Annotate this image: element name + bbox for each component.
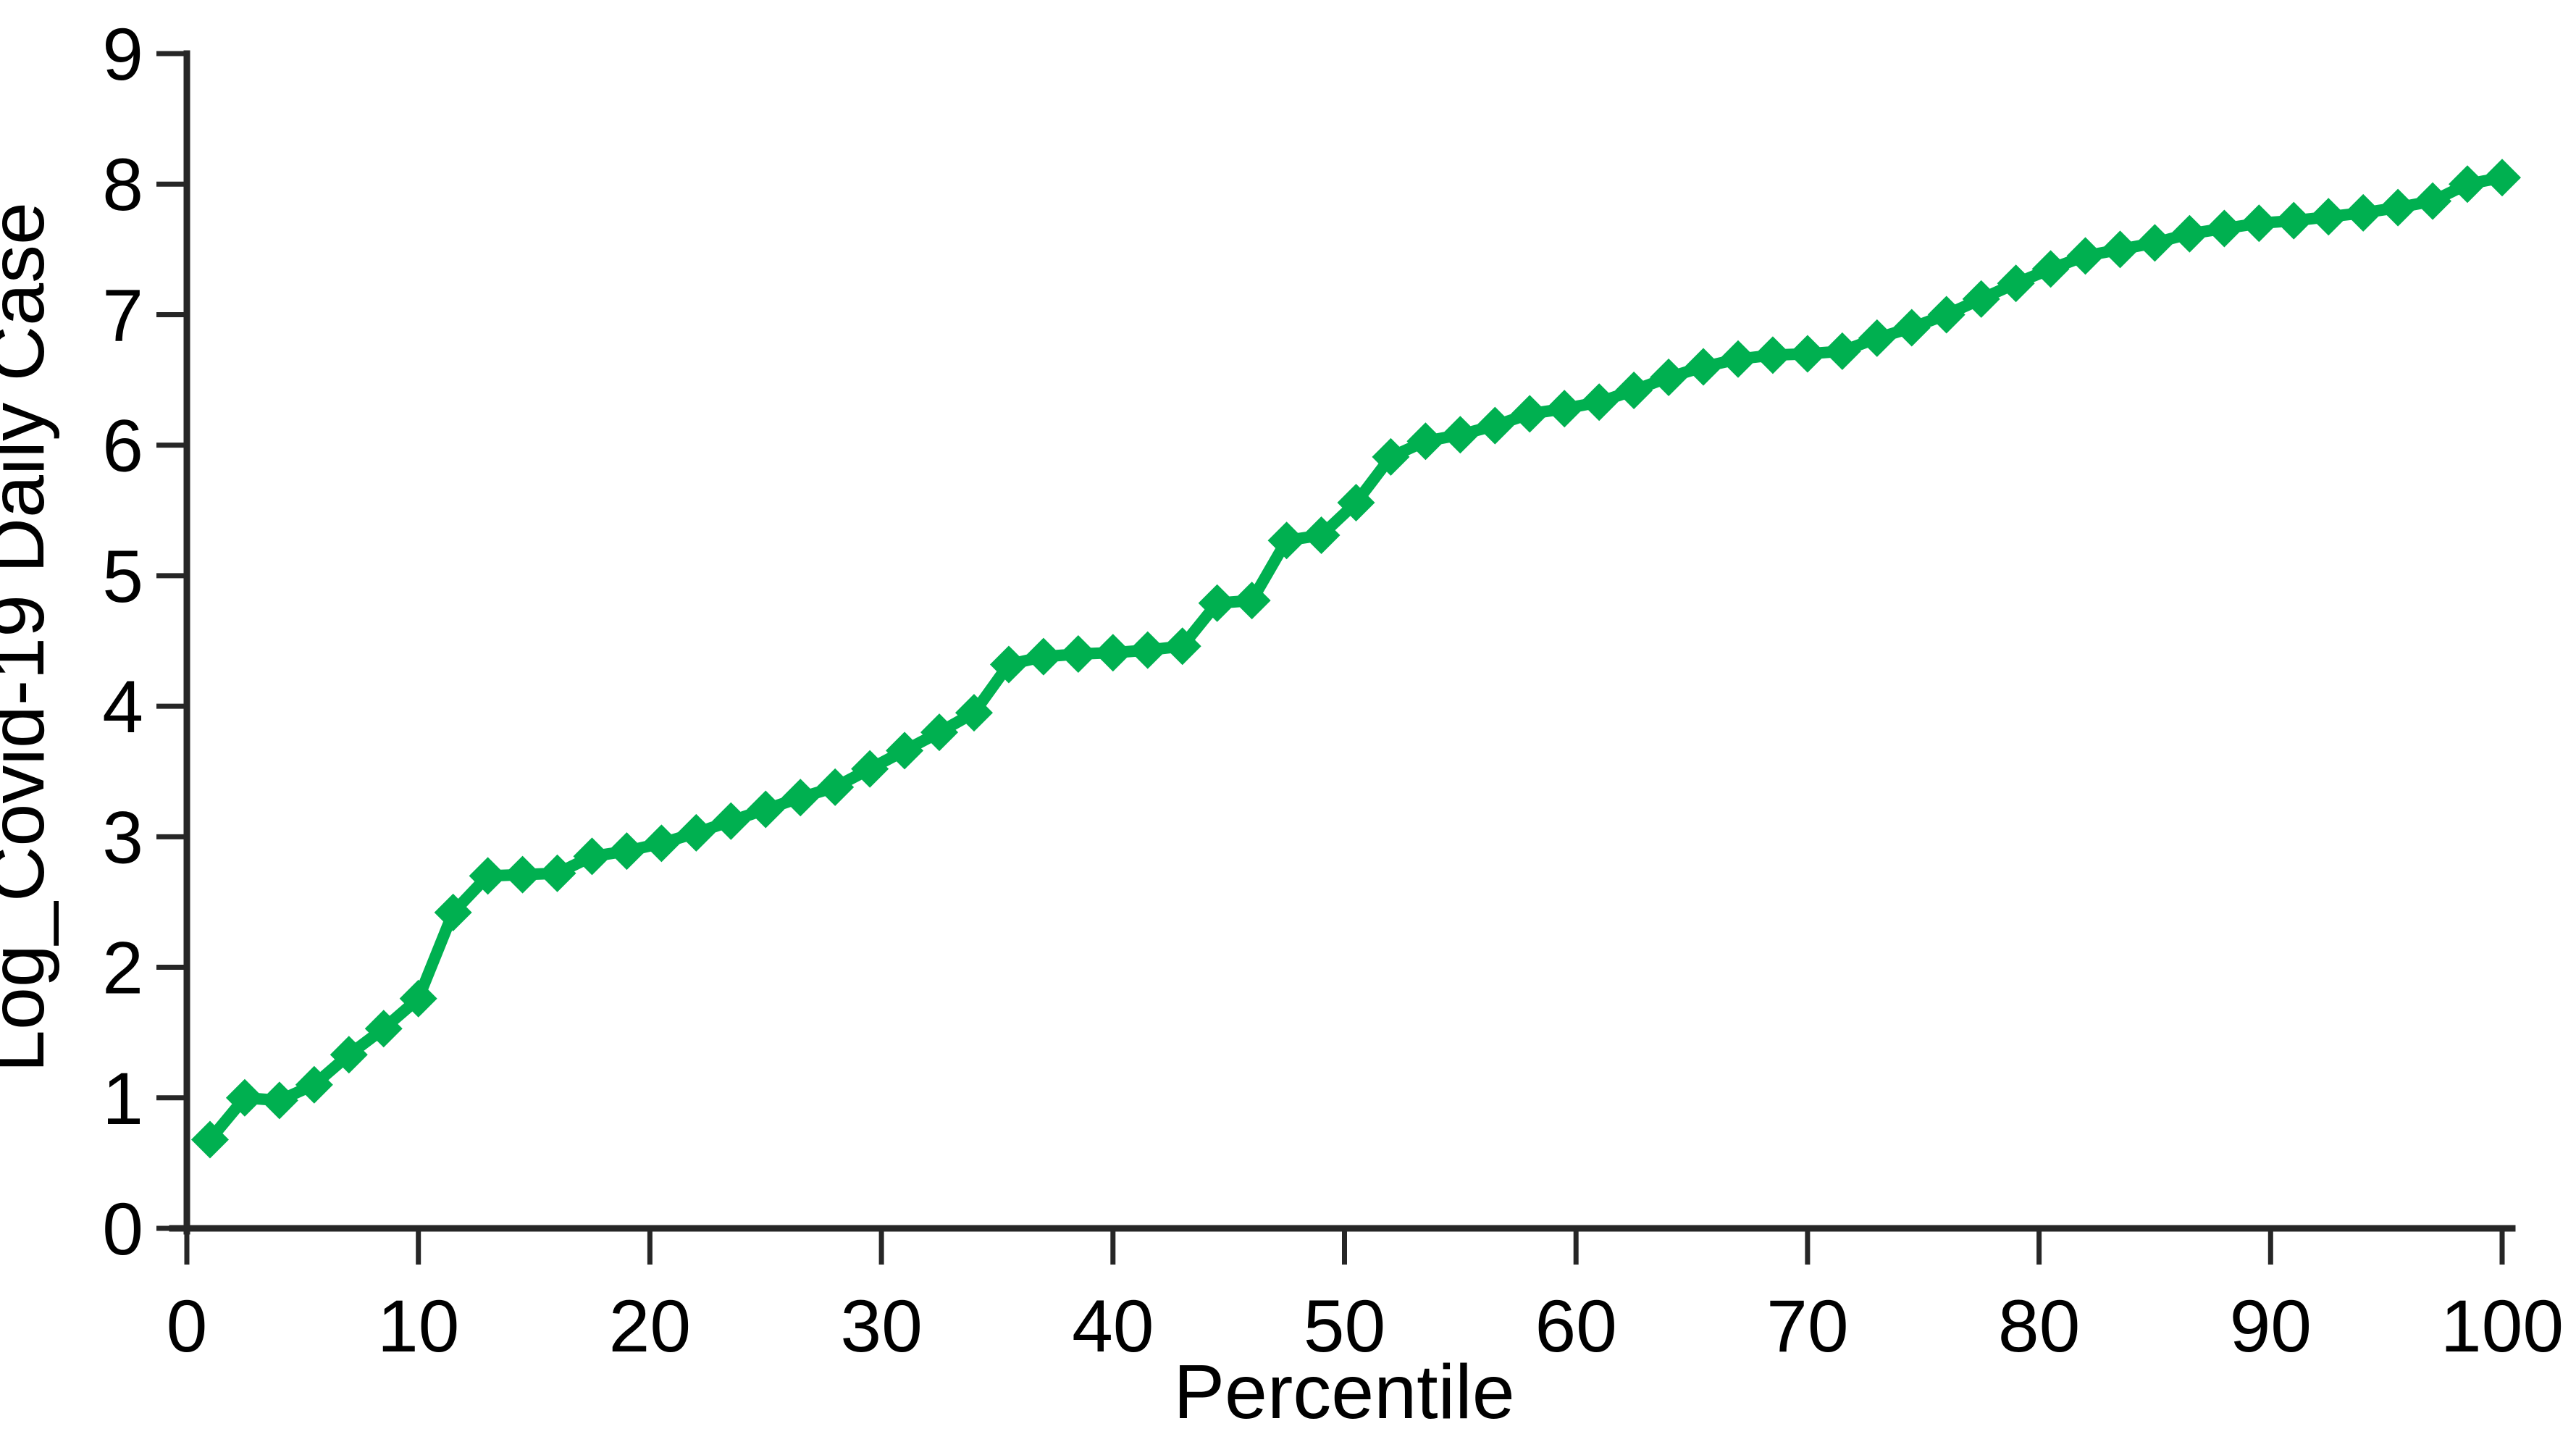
x-tick-label: 70 [1766, 1285, 1848, 1367]
y-tick-label: 7 [102, 274, 143, 356]
diamond-marker [1059, 635, 1097, 674]
diamond-marker [364, 1010, 403, 1048]
diamond-marker [469, 857, 507, 895]
diamond-marker [2101, 230, 2139, 269]
diamond-marker [2275, 201, 2313, 240]
x-tick-label: 40 [1072, 1285, 1154, 1367]
diamond-marker [2031, 250, 2070, 288]
diamond-marker [2309, 198, 2348, 236]
diamond-marker [1476, 406, 1514, 445]
diamond-marker [2136, 224, 2174, 262]
diamond-marker [2170, 214, 2209, 253]
diamond-marker [1580, 383, 1619, 422]
diamond-marker [1788, 335, 1826, 373]
diamond-marker [1962, 280, 2000, 318]
diamond-marker [1233, 582, 1271, 620]
diamond-marker [1198, 584, 1236, 622]
diamond-marker [2414, 182, 2452, 220]
x-tick-label: 0 [167, 1285, 208, 1367]
x-tick-label: 30 [840, 1285, 922, 1367]
diamond-marker [1163, 627, 1201, 666]
diamond-marker [747, 790, 785, 829]
diamond-marker [225, 1078, 264, 1117]
diamond-marker [1823, 332, 1861, 370]
diamond-marker [1858, 319, 1896, 357]
diamond-marker [1128, 631, 1167, 669]
y-tick-label: 8 [102, 143, 143, 226]
diamond-marker [1997, 264, 2035, 303]
axes [169, 50, 2516, 1235]
diamond-marker [538, 854, 576, 892]
diamond-marker [573, 837, 611, 876]
x-tick-label: 80 [1998, 1285, 2080, 1367]
diamond-marker [2379, 188, 2417, 227]
diamond-marker [1372, 437, 1410, 476]
series-polyline [204, 172, 2508, 1146]
diamond-marker [1615, 371, 1653, 409]
diamond-marker [920, 713, 959, 752]
diamond-marker [2449, 165, 2487, 204]
diamond-marker [2205, 209, 2244, 248]
diamond-marker [1511, 395, 1549, 433]
x-tick-label: 20 [609, 1285, 691, 1367]
diamond-marker [1024, 637, 1062, 676]
diamond-marker [886, 732, 924, 770]
y-tick-label: 3 [102, 796, 143, 879]
diamond-marker [1685, 348, 1723, 386]
y-tick-label: 5 [102, 535, 143, 618]
diamond-marker [295, 1065, 333, 1104]
diamond-marker [1094, 634, 1132, 672]
diamond-marker [190, 1120, 229, 1159]
diamond-marker [955, 694, 993, 732]
diamond-marker [1650, 358, 1688, 396]
diamond-marker [1719, 340, 1757, 378]
diamond-marker [1302, 516, 1341, 555]
diamond-marker [1337, 483, 1375, 521]
diamond-marker [677, 813, 716, 852]
diamond-marker [851, 750, 889, 788]
diamond-marker [1753, 336, 1792, 374]
diamond-marker [816, 768, 855, 806]
diamond-marker [1441, 416, 1480, 454]
diamond-marker [781, 779, 820, 817]
x-tick-label: 90 [2230, 1285, 2312, 1367]
diamond-marker [712, 802, 750, 840]
x-tick-label: 60 [1535, 1285, 1616, 1367]
diamond-marker [1267, 521, 1306, 560]
diamond-marker [989, 645, 1028, 684]
y-tick-label: 6 [102, 405, 143, 487]
diamond-marker [608, 832, 646, 871]
diamond-marker [1927, 295, 1965, 334]
y-tick-label: 2 [102, 927, 143, 1010]
diamond-marker [1545, 390, 1584, 428]
y-axis-title: Log_Covid-19 Daily Case [0, 202, 60, 1073]
diamond-marker [1406, 422, 1445, 461]
diamond-marker [2344, 193, 2383, 232]
diamond-marker [434, 893, 472, 931]
diamond-marker [642, 824, 681, 863]
diamond-marker [2066, 237, 2105, 275]
diamond-marker [399, 979, 437, 1018]
y-tick-label: 0 [102, 1188, 143, 1270]
x-tick-label: 50 [1304, 1285, 1385, 1367]
diamond-marker [1892, 309, 1931, 347]
axis-ticks [156, 51, 2505, 1265]
x-tick-label: 100 [2441, 1285, 2564, 1367]
diamond-marker [2240, 204, 2278, 243]
diamond-marker [330, 1036, 368, 1074]
diamond-marker [260, 1081, 298, 1120]
x-axis-title: Percentile [1173, 1349, 1514, 1435]
y-tick-label: 4 [102, 666, 143, 748]
data-series [190, 159, 2521, 1159]
y-tick-label: 1 [102, 1057, 143, 1140]
diamond-marker [503, 855, 542, 894]
diamond-marker [2483, 159, 2521, 197]
x-tick-label: 10 [377, 1285, 459, 1367]
y-tick-label: 9 [102, 13, 143, 96]
